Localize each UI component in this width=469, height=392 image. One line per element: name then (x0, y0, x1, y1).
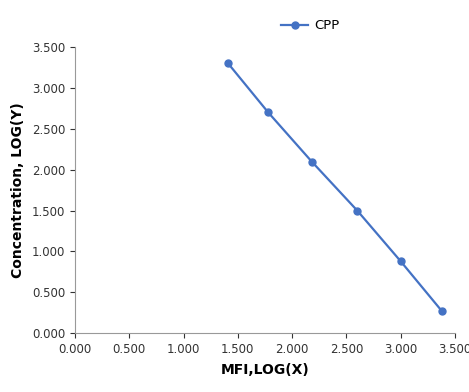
Line: CPP: CPP (225, 60, 446, 315)
CPP (355, 208, 360, 213)
X-axis label: MFI,LOG(X): MFI,LOG(X) (220, 363, 310, 377)
Y-axis label: Concentration, LOG(Y): Concentration, LOG(Y) (11, 102, 25, 278)
CPP (398, 259, 403, 263)
Legend: CPP: CPP (276, 14, 345, 38)
CPP (225, 61, 231, 66)
CPP (439, 309, 445, 314)
CPP (309, 159, 315, 164)
CPP (265, 110, 271, 115)
